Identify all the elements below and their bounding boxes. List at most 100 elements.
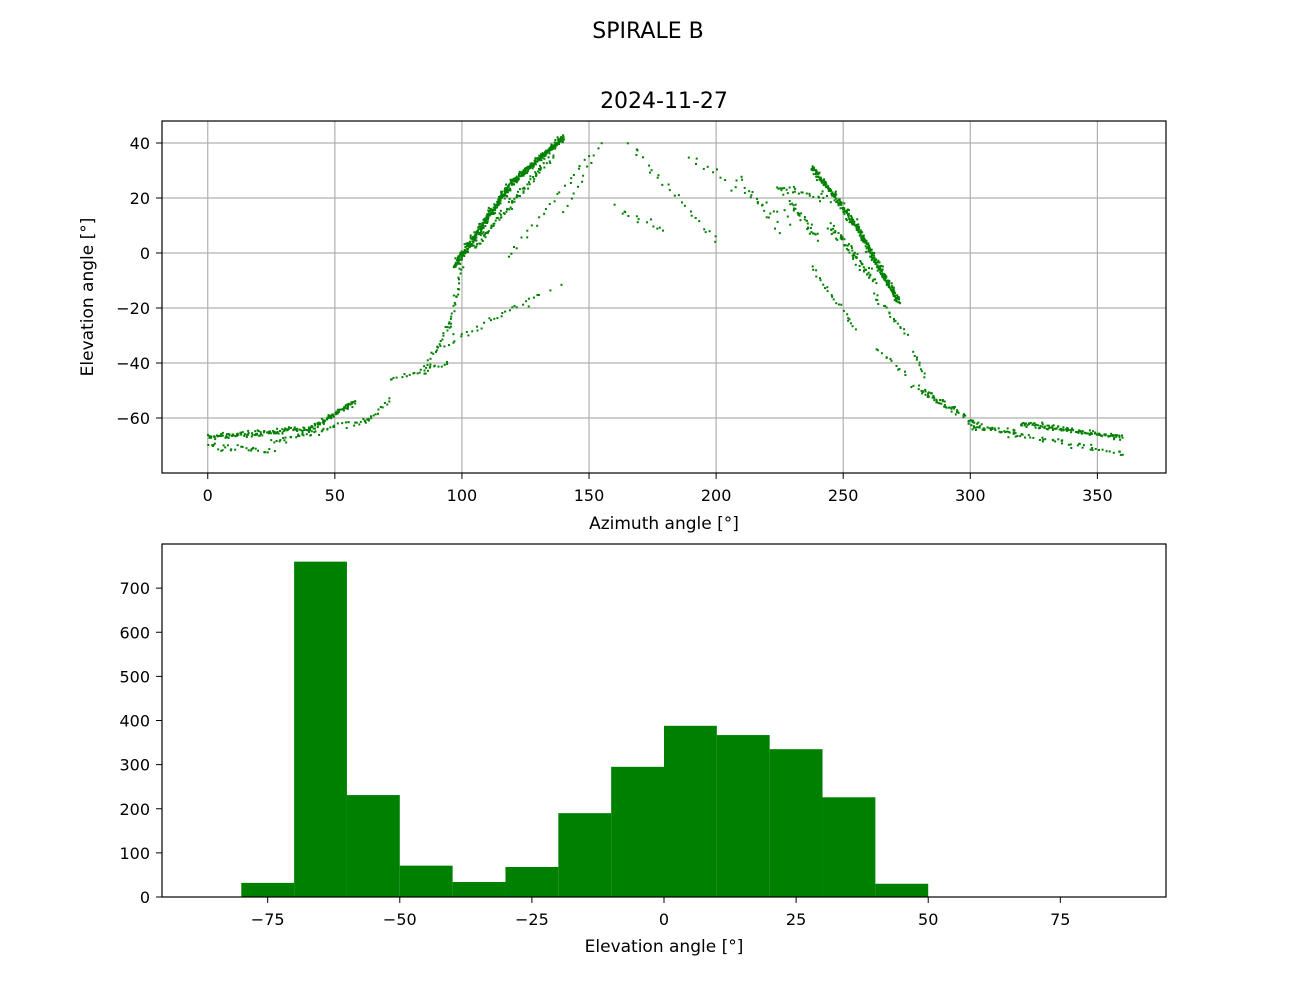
scatter-point xyxy=(827,185,830,188)
scatter-point xyxy=(478,225,481,228)
scatter-point xyxy=(220,435,223,438)
scatter-point xyxy=(1112,451,1115,454)
histogram-x-tick-label: 0 xyxy=(659,910,669,929)
scatter-point xyxy=(863,241,866,244)
scatter-point xyxy=(530,163,533,166)
scatter-point xyxy=(486,222,489,224)
scatter-point xyxy=(556,192,559,195)
scatter-point xyxy=(269,432,272,435)
scatter-point xyxy=(694,217,697,219)
scatter-point xyxy=(868,250,871,253)
scatter-point xyxy=(734,186,737,189)
scatter-point xyxy=(530,224,533,227)
scatter-point xyxy=(450,315,453,318)
scatter-point xyxy=(786,192,789,195)
scatter-point xyxy=(561,140,564,143)
scatter-point xyxy=(518,173,520,176)
scatter-point xyxy=(510,252,513,255)
scatter-point xyxy=(500,213,502,216)
scatter-point xyxy=(761,203,764,206)
scatter-point xyxy=(847,214,850,217)
scatter-point xyxy=(217,434,220,437)
scatter-point xyxy=(991,428,994,430)
scatter-point xyxy=(776,220,779,223)
scatter-point xyxy=(845,247,848,250)
scatter-point xyxy=(973,421,976,424)
scatter-point xyxy=(856,227,859,230)
scatter-point xyxy=(338,408,340,411)
scatter-point xyxy=(527,167,530,170)
scatter-point xyxy=(870,267,873,270)
scatter-point xyxy=(370,417,373,420)
scatter-point xyxy=(971,421,974,424)
scatter-point xyxy=(792,185,795,188)
scatter-point xyxy=(509,309,511,312)
scatter-point xyxy=(498,218,501,221)
scatter-point xyxy=(791,202,794,205)
scatter-point xyxy=(354,421,357,424)
scatter-point xyxy=(874,261,877,264)
scatter-point xyxy=(646,221,648,224)
scatter-point xyxy=(453,301,456,304)
scatter-point xyxy=(803,218,806,221)
scatter-point xyxy=(471,240,474,243)
scatter-point xyxy=(472,244,475,247)
scatter-point xyxy=(635,215,638,218)
scatter-point xyxy=(254,430,257,433)
scatter-point xyxy=(279,439,282,441)
scatter-point xyxy=(778,232,781,235)
scatter-point xyxy=(490,208,493,211)
scatter-point xyxy=(885,282,888,285)
scatter-point xyxy=(549,148,552,151)
scatter-point xyxy=(207,444,210,446)
scatter-point xyxy=(245,436,248,439)
histogram-y-ticks: 0 100 200 300 400 500 600 700 xyxy=(119,579,162,907)
scatter-point xyxy=(871,280,874,283)
scatter-point xyxy=(1096,433,1099,436)
scatter-point xyxy=(892,294,895,297)
scatter-point xyxy=(458,256,461,259)
scatter-point xyxy=(250,449,253,452)
scatter-point xyxy=(951,406,954,409)
scatter-point xyxy=(547,156,550,159)
scatter-point xyxy=(1052,424,1055,427)
scatter-point xyxy=(547,148,550,151)
scatter-point xyxy=(327,414,330,417)
scatter-point xyxy=(467,244,470,247)
scatter-point xyxy=(346,407,349,410)
scatter-point xyxy=(1067,443,1070,446)
scatter-point xyxy=(890,284,893,287)
scatter-point xyxy=(539,155,542,158)
scatter-point xyxy=(521,170,524,173)
scatter-point xyxy=(668,189,671,192)
scatter-point xyxy=(1121,434,1123,437)
scatter-point xyxy=(943,400,946,403)
scatter-point xyxy=(448,326,451,329)
scatter-point xyxy=(330,415,333,418)
scatter-point xyxy=(276,427,279,430)
scatter-point xyxy=(876,294,879,297)
scatter-point xyxy=(852,254,855,257)
scatter-point xyxy=(548,152,551,155)
scatter-point xyxy=(695,162,697,165)
scatter-point xyxy=(1086,432,1089,435)
scatter-point xyxy=(358,423,361,426)
scatter-point xyxy=(1019,435,1022,438)
scatter-point xyxy=(293,427,296,430)
scatter-point xyxy=(487,218,489,221)
scatter-point xyxy=(1051,438,1054,441)
scatter-point xyxy=(872,254,875,257)
scatter-point xyxy=(535,160,538,163)
scatter-point xyxy=(522,191,525,194)
scatter-point xyxy=(885,280,888,282)
scatter-point xyxy=(228,433,231,436)
scatter-point xyxy=(527,187,530,190)
scatter-point xyxy=(465,245,468,248)
scatter-point xyxy=(472,237,475,240)
scatter-point xyxy=(783,209,786,212)
scatter-point xyxy=(882,277,885,280)
scatter-point xyxy=(522,190,525,193)
scatter-point xyxy=(953,405,956,408)
scatter-point xyxy=(894,319,897,322)
scatter-point xyxy=(555,141,558,144)
